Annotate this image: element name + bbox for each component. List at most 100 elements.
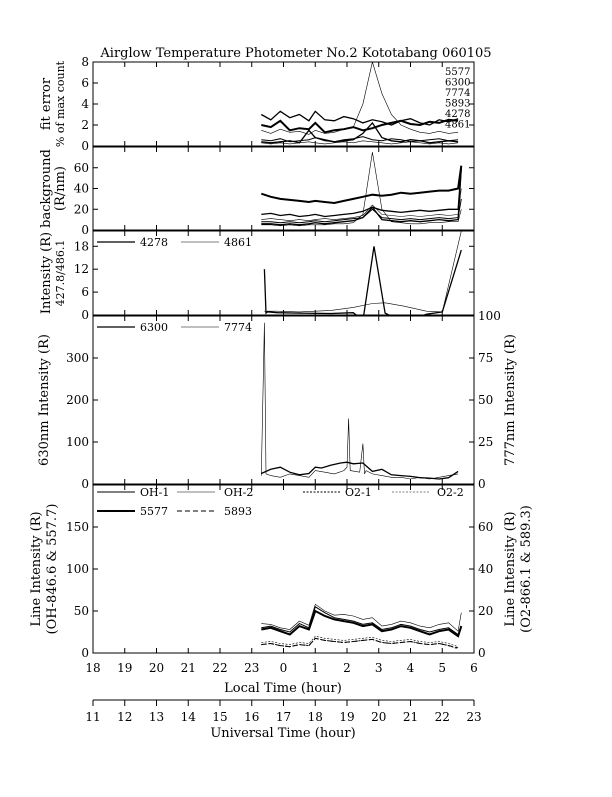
plot-frame: [92, 315, 475, 485]
local-time-tick-label: 20: [149, 661, 164, 675]
y-axis-label: (OH-846.6 & 557.7): [45, 504, 60, 635]
ut-tick-label: 19: [339, 710, 354, 724]
series-label: 6300: [445, 78, 470, 89]
ut-axis-label: Universal Time (hour): [210, 726, 355, 741]
series-line-7774: [261, 62, 459, 135]
ut-tick-label: 22: [435, 710, 450, 724]
y-axis-label: % of max count: [54, 60, 67, 147]
local-time-tick-label: 21: [181, 661, 196, 675]
y-tick-label: 0: [81, 308, 89, 322]
y-tick-label: 0: [81, 139, 89, 153]
y-axis-label: Intensity (R): [39, 232, 54, 314]
series-line-6300: [261, 167, 462, 218]
series-line-4861: [261, 152, 462, 227]
y-right-tick-label: 100: [478, 309, 501, 323]
series-line-5577: [260, 165, 463, 205]
y-tick-label: 40: [74, 182, 89, 196]
y-right-tick-label: 20: [478, 604, 493, 618]
y-right-tick-label: 0: [478, 477, 486, 491]
series-line-O2-2: [261, 635, 459, 647]
series-label: 5577: [445, 67, 470, 78]
local-time-tick-label: 3: [375, 661, 383, 675]
y-tick-label: 0: [81, 223, 89, 237]
legend-label: 4278: [140, 236, 168, 249]
series-line-6300: [260, 110, 459, 126]
y-right-axis-label: (O2-866.1 & 589.3): [519, 505, 534, 633]
panel-intensity-630-777: 0 100 200 300 0 25 50 75 100 630nm Intensity (R) 7…: [37, 309, 518, 491]
local-time-tick-label: 6: [470, 661, 478, 675]
y-axis-label: background: [39, 149, 54, 228]
series-line-OH-1: [261, 606, 462, 636]
y-tick-label: 2: [81, 118, 89, 132]
legend-label: 7774: [224, 321, 252, 334]
series-label: 5893: [445, 99, 470, 110]
y-tick-label: 8: [81, 55, 89, 69]
y-right-axis-label: 777nm Intensity (R): [503, 334, 518, 466]
legend-label: 5577: [140, 505, 168, 518]
plot-frame: [92, 61, 475, 147]
y-tick-label: 100: [66, 562, 89, 576]
panel-intensity-427-486: 0 6 12 18 Intensity (R) 427.8/486.1 4278 4861: [39, 230, 475, 322]
y-tick-label: 6: [81, 285, 89, 299]
local-time-tick-label: 2: [343, 661, 351, 675]
y-tick-label: 12: [74, 262, 89, 276]
local-time-tick-label: 1: [311, 661, 319, 675]
y-right-tick-label: 75: [478, 351, 493, 365]
plot-frame: [92, 146, 475, 231]
ut-tick-label: 21: [403, 710, 418, 724]
ut-tick-label: 20: [371, 710, 386, 724]
series-label: 4861: [445, 120, 470, 131]
legend-label: 6300: [140, 321, 168, 334]
y-right-tick-label: 40: [478, 562, 493, 576]
y-tick-label: 20: [74, 202, 89, 216]
local-time-tick-label: 5: [438, 661, 446, 675]
legend-label: OH-1: [140, 486, 169, 499]
ut-tick-label: 15: [212, 710, 227, 724]
y-right-tick-label: 50: [478, 393, 493, 407]
y-axis-label: 630nm Intensity (R): [37, 334, 52, 466]
legend-label: O2-1: [345, 486, 372, 499]
series-line-O2-1: [261, 637, 459, 650]
series-line-5893: [261, 637, 459, 649]
series-line-4861: [261, 140, 459, 145]
y-tick-label: 50: [74, 604, 89, 618]
series-line-4278: [261, 167, 462, 226]
ut-tick-label: 12: [117, 710, 132, 724]
y-tick-label: 60: [74, 161, 89, 175]
legend-label: 5893: [224, 505, 252, 518]
y-tick-label: 4: [81, 97, 89, 111]
ut-tick-label: 23: [466, 710, 481, 724]
ut-tick-label: 16: [244, 710, 259, 724]
ut-tick-label: 18: [308, 710, 323, 724]
y-axis-label: 427.8/486.1: [54, 240, 67, 307]
y-tick-label: 6: [81, 76, 89, 90]
y-tick-label: 100: [66, 435, 89, 449]
series-line-7774: [261, 188, 462, 222]
local-time-tick-label: 23: [244, 661, 259, 675]
local-time-tick-label: 0: [280, 661, 288, 675]
panel-fit-error: 0 2 4 6 8 fit error% of max count 557763007774…: [39, 55, 475, 153]
y-axis-label: (R/nm): [53, 166, 68, 211]
y-right-tick-label: 60: [478, 520, 493, 534]
y-tick-label: 300: [66, 351, 89, 365]
series-line-7774: [261, 322, 459, 480]
y-tick-label: 200: [66, 393, 89, 407]
chart-title: Airglow Temperature Photometer No.2 Koto…: [99, 46, 491, 61]
y-right-tick-label: 0: [478, 646, 486, 660]
y-tick-label: 0: [81, 646, 89, 660]
series-label: 7774: [445, 88, 470, 99]
y-axis-label: Line Intensity (R): [29, 511, 44, 626]
ut-tick-label: 13: [149, 710, 164, 724]
ut-tick-label: 17: [276, 710, 291, 724]
local-time-tick-label: 19: [117, 661, 132, 675]
y-tick-label: 150: [66, 520, 89, 534]
y-tick-label: 18: [74, 239, 89, 253]
series-label: 4278: [445, 109, 470, 120]
ut-tick-label: 14: [181, 710, 197, 724]
y-tick-label: 0: [81, 477, 89, 491]
y-axis-label: fit error: [39, 77, 54, 130]
local-time-tick-label: 18: [85, 661, 100, 675]
